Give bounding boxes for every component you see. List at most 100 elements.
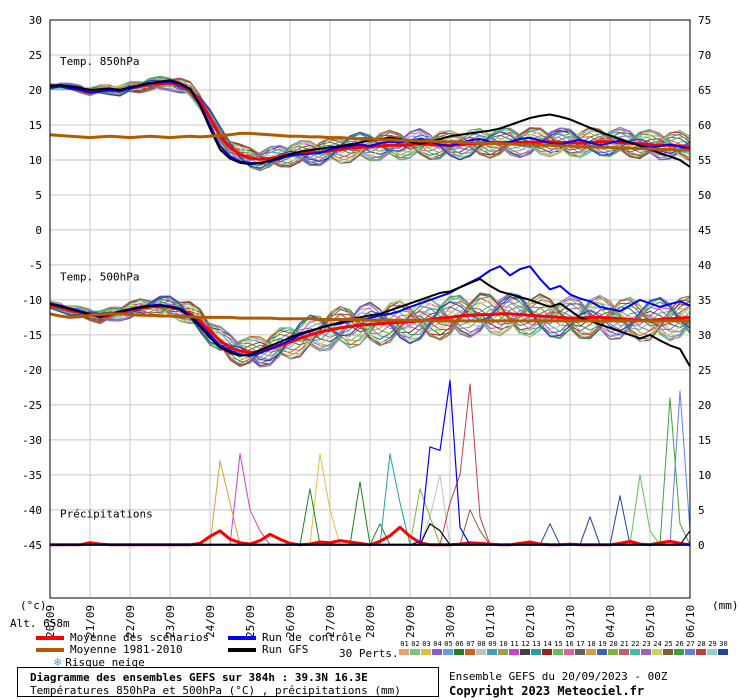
perturbation-number: 03 [422,640,431,648]
x-date-label: 02/10 [524,605,537,638]
perturbation-swatch [454,649,464,655]
left-tick-label: -40 [22,504,42,517]
x-date-label: 23/09 [164,605,177,638]
perturbation-number: 24 [653,640,662,648]
perturbation-swatch [696,649,706,655]
gfs-run-precip-line [50,523,691,546]
legend-clim: Moyenne 1981-2010 [36,643,183,656]
perturbation-number: 20 [609,640,618,648]
perturbation-number: 04 [433,640,442,648]
perturbation-swatch [575,649,585,655]
perturbation-number: 23 [642,640,651,648]
perturbation-swatch [531,649,541,655]
legend-gfs: Run GFS [228,643,308,656]
x-date-label: 22/09 [124,605,137,638]
left-tick-label: -10 [22,294,42,307]
perturbations-label: 30 Perts. [339,647,399,660]
member-12-t500-line [49,295,691,367]
perturbation-number: 05 [444,640,453,648]
main-series-lines [49,79,691,547]
perturbation-number: 15 [554,640,563,648]
perturbation-number: 09 [488,640,497,648]
panel-label-t850: Temp. 850hPa [60,55,139,68]
member-27-t500-line [49,297,691,365]
right-tick-label: 20 [698,399,711,412]
legend-control: Run de contrôle [228,631,361,644]
perturbation-swatch [542,649,552,655]
x-date-label: 06/10 [684,605,697,638]
perturbation-number: 27 [686,640,695,648]
perturbation-swatch [443,649,453,655]
left-tick-label: -35 [22,469,42,482]
x-date-label: 04/10 [604,605,617,638]
legend-mean-label: Moyenne des scénarios [70,631,210,644]
right-tick-label: 35 [698,294,711,307]
perturbation-swatch [465,649,475,655]
run-info: Ensemble GEFS du 20/09/2023 - 00Z [449,670,668,683]
perturbation-number: 14 [543,640,552,648]
perturbation-number: 29 [708,640,717,648]
perturbation-number: 08 [477,640,486,648]
perturbation-number: 25 [664,640,673,648]
perturbation-number: 19 [598,640,607,648]
perturbation-number: 07 [466,640,475,648]
legend-snow-label: Risque neige [65,656,145,669]
perturbation-swatch [564,649,574,655]
left-tick-label: 20 [29,84,42,97]
legend-gfs-swatch [228,648,256,652]
perturbation-numbers: 01 02 03 04 05 06 07 08 09 10 11 12 13 14 15 16 17 18 19 20… [399,640,729,648]
perturbation-swatch [432,649,442,655]
perturbation-number: 22 [631,640,640,648]
x-date-label: 28/09 [364,605,377,638]
altitude-label: Alt. 658m [10,617,70,630]
chart-subtitle: Températures 850hPa et 500hPa (°C) , pré… [30,684,401,697]
copyright: Copyright 2023 Meteociel.fr [449,684,645,698]
left-tick-label: -45 [22,539,42,552]
snowflake-icon: ❄ [54,655,62,669]
perturbation-number: 30 [719,640,728,648]
perturbation-number: 11 [510,640,519,648]
perturbation-number: 12 [521,640,530,648]
perturbation-swatch [520,649,530,655]
perturbation-swatch [509,649,519,655]
perturbation-swatch [553,649,563,655]
perturbation-swatch [421,649,431,655]
x-date-label: 29/09 [404,605,417,638]
x-date-label: 25/09 [244,605,257,638]
right-tick-label: 5 [698,504,705,517]
moyenne-1981-2010-t500-line [49,312,690,323]
member-21-t500-line [49,295,691,365]
member-22-t500-line [49,294,691,351]
legend-control-swatch [228,636,256,640]
right-tick-label: 15 [698,434,711,447]
left-tick-label: -5 [29,259,42,272]
right-tick-label: 25 [698,364,711,377]
perturbation-swatch [630,649,640,655]
legend-control-label: Run de contrôle [262,631,362,644]
perturbation-number: 18 [587,640,596,648]
x-date-label: 05/10 [644,605,657,638]
left-tick-label: 0 [35,224,42,237]
x-date-label: 26/09 [284,605,297,638]
x-date-label: 27/09 [324,605,337,638]
left-tick-label: -30 [22,434,42,447]
perturbation-number: 01 [400,640,409,648]
right-tick-label: 40 [698,259,711,272]
title-box: Diagramme des ensembles GEFS sur 384h : … [17,667,439,697]
legend-gfs-label: Run GFS [262,643,309,656]
perturbation-swatch [586,649,596,655]
perturbation-swatch [641,649,651,655]
perturbation-number: 02 [411,640,420,648]
legend-clim-label: Moyenne 1981-2010 [70,643,183,656]
panel-label-t500: Temp. 500hPa [60,270,139,283]
perturbation-number: 28 [697,640,706,648]
left-tick-label: 15 [29,119,42,132]
left-tick-label: -20 [22,364,42,377]
legend-clim-swatch [36,648,64,652]
perturbation-number: 26 [675,640,684,648]
right-tick-label: 30 [698,329,711,342]
right-tick-label: 45 [698,224,711,237]
panel-label-precip: Précipitations [60,507,153,520]
x-date-label: 20/09 [44,605,57,638]
